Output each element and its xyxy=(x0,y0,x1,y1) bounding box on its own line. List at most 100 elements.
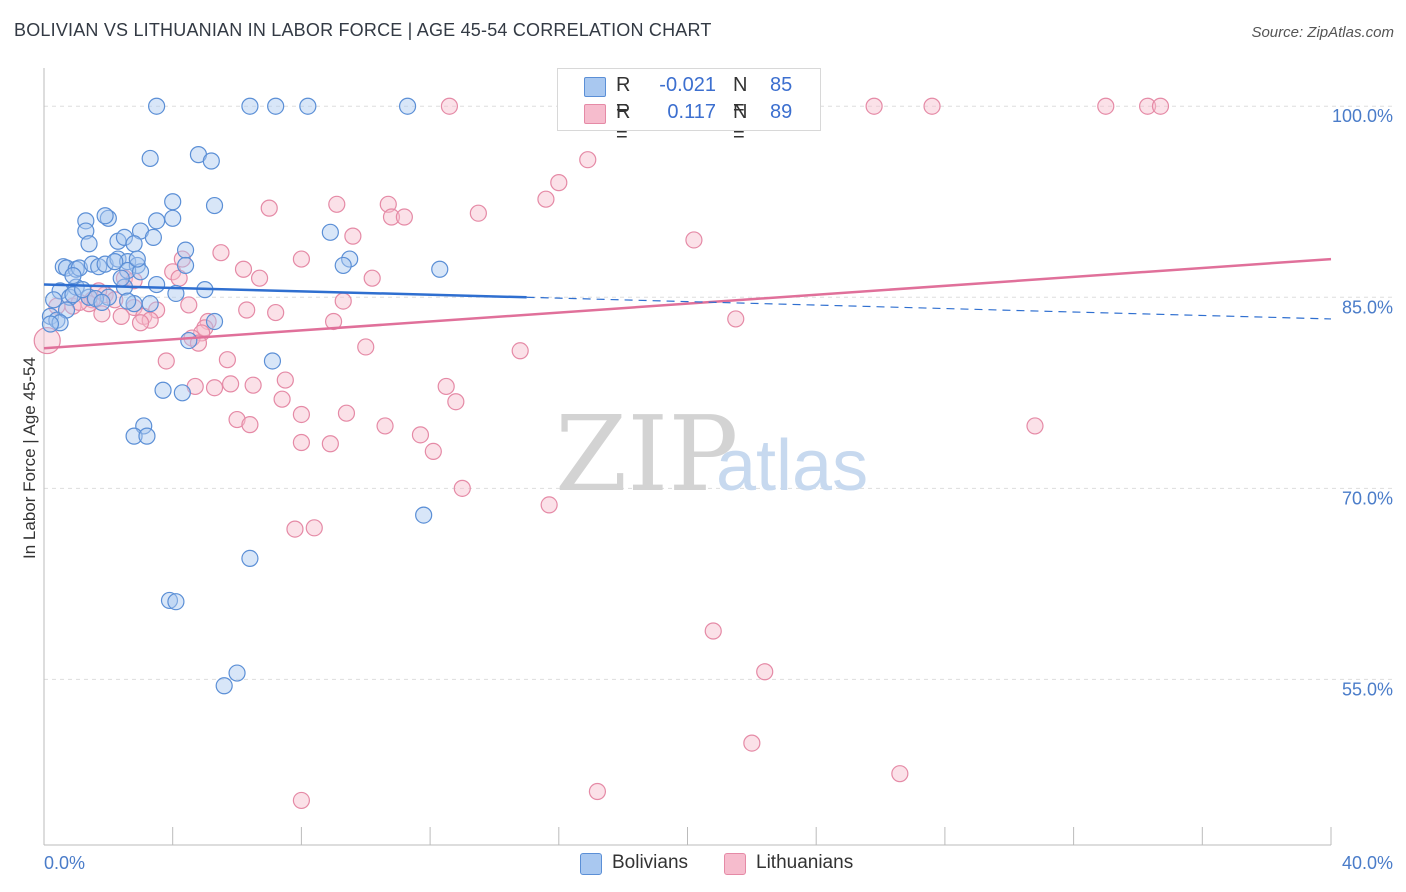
bolivians-point xyxy=(77,212,95,230)
lithuanians-point xyxy=(228,410,246,429)
legend-r-label: R = xyxy=(616,101,631,146)
y-tick-label: 85.0% xyxy=(1342,297,1393,317)
lithuanians-point xyxy=(267,303,285,322)
legend-r-value: 0.117 xyxy=(667,101,716,123)
bolivians-point xyxy=(215,677,233,695)
lithuanians-point xyxy=(540,496,558,514)
bolivians-point xyxy=(99,209,117,227)
legend-swatch-pink xyxy=(584,104,606,124)
lithuanians-point xyxy=(260,199,278,217)
bolivians-point xyxy=(51,282,69,300)
bolivians-point xyxy=(138,427,156,445)
bolivians-point xyxy=(96,207,114,225)
bolivians-point xyxy=(96,255,114,273)
bolivians-point xyxy=(205,196,224,215)
lithuanians-point xyxy=(321,435,339,453)
lithuanians-point xyxy=(411,426,430,444)
y-axis-title: In Labor Force | Age 45-54 xyxy=(20,357,39,559)
lithuanians-point xyxy=(382,208,401,226)
lithuanians-point xyxy=(131,314,150,332)
watermark-zip: ZIP xyxy=(555,393,738,515)
bolivians-point xyxy=(263,352,282,370)
lithuanians-point xyxy=(244,376,262,394)
bolivians-trendline xyxy=(43,283,527,299)
lithuanians-point xyxy=(447,393,465,411)
lithuanians-trendline xyxy=(43,257,1332,350)
bolivians-point xyxy=(74,281,92,299)
lithuanians-point xyxy=(453,479,471,497)
bolivians-point xyxy=(148,275,166,294)
lithuanians-point xyxy=(537,190,555,208)
lithuanians-point xyxy=(891,765,909,783)
lithuanians-point xyxy=(379,195,397,213)
legend-r-value: -0.021 xyxy=(659,74,716,96)
lithuanians-point xyxy=(743,734,761,752)
bolivians-point xyxy=(115,228,134,247)
lithuanians-point xyxy=(212,244,230,262)
lithuanians-point xyxy=(440,97,459,115)
legend-label: Bolivians xyxy=(612,852,689,873)
legend-n-value: 85 xyxy=(770,74,793,96)
legend-n-label: N = xyxy=(733,74,748,119)
legend-r-label: R = xyxy=(616,74,631,119)
bolivians-point xyxy=(64,267,82,285)
lithuanians-swatch xyxy=(724,853,746,875)
bolivians-point xyxy=(131,263,150,281)
bolivians-point xyxy=(267,97,285,115)
lithuanians-point xyxy=(588,782,607,801)
lithuanians-point xyxy=(437,377,455,396)
lithuanians-point xyxy=(704,622,722,640)
bolivians-point xyxy=(180,331,198,350)
lithuanians-point xyxy=(1151,97,1170,115)
lithuanians-point xyxy=(222,375,240,393)
trend-lines xyxy=(43,257,1332,350)
y-tick-labels: 55.0% 70.0% 85.0% 100.0% xyxy=(1332,106,1393,699)
bolivians-point xyxy=(128,250,146,268)
lithuanians-point xyxy=(923,97,941,115)
lithuanians-point xyxy=(469,204,487,222)
bolivians-point xyxy=(176,241,195,259)
lithuanians-point xyxy=(292,250,310,268)
bolivians-swatch xyxy=(580,853,602,875)
lithuanians-point xyxy=(157,352,175,370)
lithuanians-point xyxy=(112,307,130,325)
bolivians-point xyxy=(41,315,60,333)
lithuanians-point xyxy=(241,416,259,434)
lithuanians-point xyxy=(324,312,343,331)
bolivians-point xyxy=(141,295,159,313)
lithuanians-point xyxy=(276,371,294,389)
legend-swatch-blue xyxy=(584,77,606,97)
lithuanians-point xyxy=(189,334,208,352)
bolivians-point xyxy=(141,149,159,168)
source-note: Source: ZipAtlas.com xyxy=(1251,24,1394,41)
lithuanians-point xyxy=(250,269,269,287)
y-tick-label: 100.0% xyxy=(1332,106,1393,126)
bolivians-point xyxy=(93,293,111,311)
bolivians-point xyxy=(241,549,259,568)
y-tick-label: 70.0% xyxy=(1342,488,1393,508)
bolivians-point xyxy=(334,256,352,275)
bolivians-point xyxy=(160,591,179,610)
bolivians-point xyxy=(80,235,98,253)
legend-n-value: 89 xyxy=(770,101,793,123)
bolivians-point xyxy=(228,664,246,682)
bolivians-point xyxy=(144,228,162,247)
bolivians-point xyxy=(167,593,185,611)
bolivians-point xyxy=(341,250,359,268)
bolivians-point xyxy=(321,223,339,241)
legend-n-label: N = xyxy=(733,101,748,146)
bolivians-point xyxy=(77,222,95,240)
lithuanians-point xyxy=(292,405,310,424)
bolivians-point xyxy=(173,384,191,402)
lithuanians-point xyxy=(286,520,304,538)
bolivians-point xyxy=(45,291,63,309)
lithuanians-point xyxy=(218,351,236,369)
lithuanians-point xyxy=(273,390,291,408)
lithuanians-point xyxy=(344,227,362,245)
lithuanians-point xyxy=(180,296,198,314)
bolivians-point xyxy=(431,260,449,278)
bolivians-point xyxy=(164,209,182,227)
bolivians-point xyxy=(112,269,130,287)
bolivians-point xyxy=(119,253,137,271)
bolivians-point xyxy=(398,97,417,115)
